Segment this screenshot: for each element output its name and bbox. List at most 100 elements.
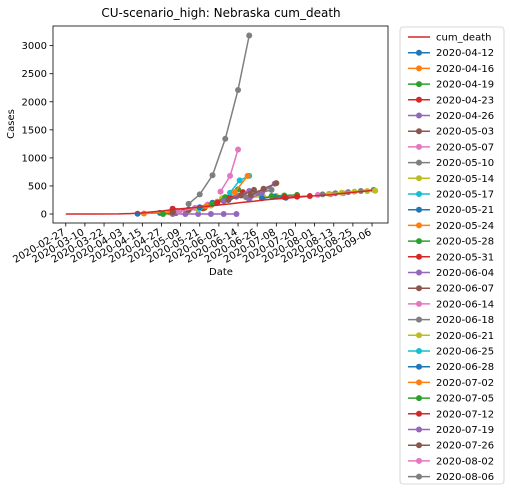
legend-label: 2020-05-03	[436, 127, 494, 138]
legend-label: 2020-07-26	[436, 441, 494, 452]
legend-label: 2020-04-26	[436, 111, 494, 122]
legend-label: 2020-07-12	[436, 409, 494, 420]
series-point-2020-06-07	[225, 196, 232, 203]
legend-label: 2020-05-14	[436, 174, 494, 185]
legend-box	[399, 26, 505, 485]
series-point-2020-06-04	[220, 198, 227, 205]
legend-swatch-marker	[416, 143, 422, 150]
y-tick-label: 0	[41, 210, 47, 221]
x-axis-label: Date	[209, 267, 233, 278]
series-point-2020-07-02	[244, 172, 251, 179]
y-axis-label: Cases	[6, 109, 17, 139]
legend-swatch-marker	[416, 175, 422, 182]
legend-label: 2020-05-21	[436, 205, 494, 216]
series-line-2020-07-02	[234, 175, 249, 193]
legend-label: 2020-07-19	[436, 425, 494, 436]
legend-swatch-marker	[416, 206, 422, 213]
series-point-2020-04-19	[160, 211, 167, 218]
legend-swatch-marker	[416, 159, 422, 166]
legend-swatch-marker	[416, 395, 422, 402]
series-point-2020-06-18	[268, 186, 275, 193]
series-point-2020-05-10	[235, 86, 242, 93]
legend-swatch-marker	[416, 49, 422, 56]
y-tick-label: 2500	[22, 69, 47, 80]
series-point-2020-08-09	[325, 190, 332, 197]
series-point-2020-05-10	[196, 191, 203, 198]
legend-label: 2020-07-05	[436, 394, 494, 405]
legend-label: 2020-05-24	[436, 221, 494, 232]
series-point-2020-04-26	[207, 211, 214, 218]
series-point-2020-04-26	[220, 211, 227, 218]
series-point-2020-07-05	[268, 193, 275, 200]
legend-swatch-marker	[416, 410, 422, 417]
observed-line	[65, 189, 373, 215]
legend-swatch-marker	[416, 442, 422, 449]
legend-label: 2020-06-14	[436, 299, 494, 310]
series-point-2020-05-07	[176, 208, 183, 215]
legend-swatch-marker	[416, 191, 422, 197]
series-point-2020-04-26	[233, 211, 240, 218]
legend-swatch-marker	[416, 96, 422, 103]
legend-swatch-marker	[416, 316, 422, 323]
legend-swatch-marker	[416, 65, 422, 72]
legend-swatch-marker	[416, 238, 422, 245]
series-point-2020-05-03	[169, 209, 176, 216]
legend-swatch-marker	[416, 426, 422, 433]
y-tick-label: 1000	[22, 153, 47, 164]
legend-swatch-marker	[416, 285, 422, 292]
legend-label: 2020-04-23	[436, 95, 494, 106]
series-point-2020-06-14	[235, 146, 242, 153]
legend-label: 2020-04-12	[436, 48, 494, 59]
series-point-2020-07-26	[273, 180, 280, 187]
series-point-2020-08-09	[372, 187, 379, 194]
plot-area	[65, 32, 379, 218]
series-point-2020-05-10	[246, 32, 253, 39]
legend-swatch-marker	[416, 81, 422, 88]
legend-swatch-marker	[416, 300, 422, 307]
legend-swatch-marker	[416, 128, 422, 135]
legend-label: 2020-04-16	[436, 64, 494, 75]
axes: 0500100015002000250030002020-02-272020-0…	[11, 41, 373, 266]
legend-swatch-marker	[416, 363, 422, 370]
legend-swatch-marker	[416, 379, 422, 386]
legend-swatch-marker	[416, 348, 422, 354]
legend-swatch-marker	[416, 222, 422, 229]
legend-swatch-marker	[416, 253, 422, 260]
chart-title: CU-scenario_high: Nebraska cum_death	[101, 6, 340, 20]
legend-label: 2020-06-25	[436, 347, 494, 358]
legend-label: 2020-06-28	[436, 362, 494, 373]
legend-swatch-marker	[416, 457, 422, 464]
legend-swatch-marker	[416, 269, 422, 276]
series-point-2020-06-07	[238, 192, 245, 199]
legend-swatch-marker	[416, 473, 422, 480]
legend-label: 2020-08-02	[436, 456, 494, 467]
legend-label: 2020-07-02	[436, 378, 494, 389]
series-point-2020-06-14	[217, 188, 224, 195]
legend-label: 2020-05-28	[436, 237, 494, 248]
legend: cum_death 2020-04-12 2020-04-16 2020-04-19 2…	[399, 26, 505, 489]
series-point-2020-05-10	[222, 135, 229, 142]
series-point-2020-06-07	[251, 186, 257, 193]
legend-swatch-marker	[416, 112, 422, 119]
legend-label-observed: cum_death	[436, 33, 491, 44]
y-tick-label: 1500	[22, 125, 47, 136]
legend-label: 2020-05-31	[436, 252, 494, 263]
legend-label: 2020-05-17	[436, 190, 494, 201]
legend-label: 2020-08-09	[436, 488, 494, 489]
series-point-2020-07-26	[247, 191, 254, 198]
series-point-2020-07-26	[260, 185, 267, 192]
y-tick-label: 2000	[22, 97, 47, 108]
legend-label: 2020-06-21	[436, 331, 494, 342]
series-point-2020-06-25	[227, 189, 234, 196]
y-tick-label: 500	[28, 181, 47, 192]
legend-label: 2020-04-19	[436, 80, 494, 91]
legend-label: 2020-06-04	[436, 268, 494, 279]
series-point-2020-05-10	[209, 172, 216, 179]
legend-label: 2020-06-18	[436, 315, 494, 326]
series-point-2020-04-26	[195, 211, 202, 218]
series-point-2020-07-02	[231, 189, 238, 196]
plot-frame	[52, 25, 389, 224]
legend-swatch-marker	[416, 332, 422, 339]
series-point-2020-06-25	[236, 177, 243, 184]
